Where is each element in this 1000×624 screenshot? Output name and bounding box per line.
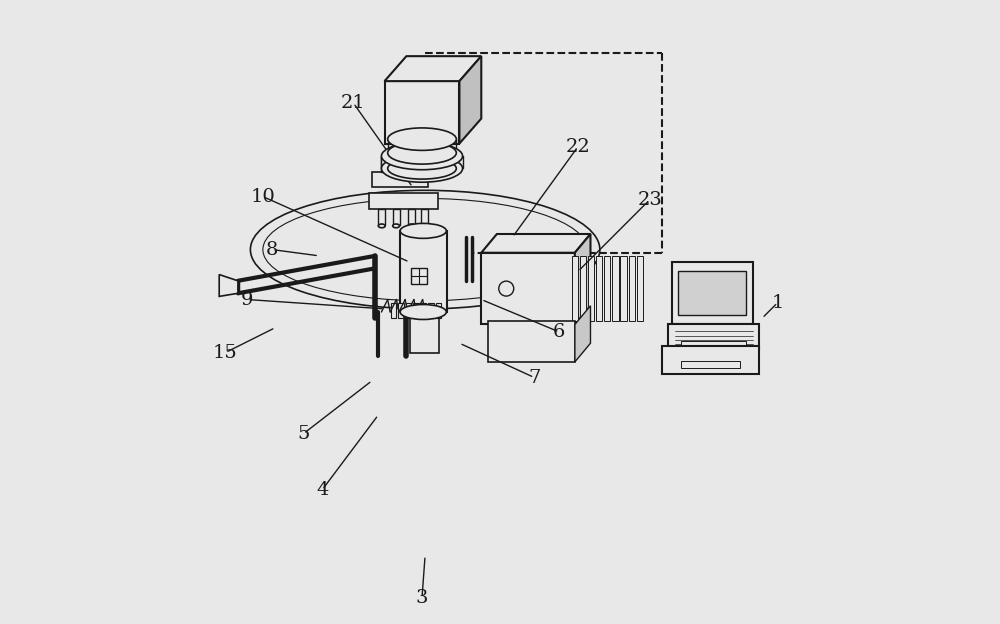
Bar <box>406 303 411 318</box>
Ellipse shape <box>400 223 446 238</box>
Bar <box>413 303 419 318</box>
Bar <box>612 256 619 321</box>
Bar <box>596 256 602 321</box>
Bar <box>436 303 441 318</box>
Text: 10: 10 <box>251 188 275 205</box>
Ellipse shape <box>388 128 456 150</box>
Text: 22: 22 <box>566 138 590 155</box>
Text: 8: 8 <box>266 241 278 258</box>
Polygon shape <box>219 275 238 296</box>
Bar <box>421 209 428 225</box>
Text: 21: 21 <box>341 94 366 112</box>
Bar <box>637 256 643 321</box>
Text: 7: 7 <box>528 369 541 386</box>
Ellipse shape <box>250 190 600 309</box>
Bar <box>668 324 759 349</box>
Bar <box>428 303 434 318</box>
Ellipse shape <box>406 156 414 160</box>
Text: 9: 9 <box>241 291 254 308</box>
Bar <box>393 209 400 225</box>
Text: 23: 23 <box>637 191 662 208</box>
Bar <box>488 321 575 362</box>
Ellipse shape <box>263 198 587 301</box>
Bar <box>381 158 389 172</box>
Bar <box>629 256 635 321</box>
Polygon shape <box>575 306 590 362</box>
Bar <box>421 303 426 318</box>
Bar <box>580 256 586 321</box>
Ellipse shape <box>381 142 463 170</box>
Polygon shape <box>385 56 481 81</box>
Ellipse shape <box>381 156 389 160</box>
Ellipse shape <box>378 224 385 228</box>
Ellipse shape <box>400 305 446 319</box>
Bar <box>378 209 385 225</box>
Bar <box>406 158 414 172</box>
Ellipse shape <box>421 224 428 228</box>
Polygon shape <box>481 234 590 253</box>
Bar <box>672 262 753 324</box>
Text: 5: 5 <box>297 425 310 442</box>
Text: 3: 3 <box>416 589 428 607</box>
Bar <box>408 209 415 225</box>
Bar <box>372 172 428 187</box>
Text: 4: 4 <box>316 481 328 499</box>
Ellipse shape <box>408 224 415 228</box>
Bar <box>662 346 759 374</box>
Bar <box>385 81 459 144</box>
Bar <box>481 253 575 324</box>
Polygon shape <box>575 234 590 324</box>
Text: 1: 1 <box>771 294 784 311</box>
Bar <box>678 271 746 315</box>
Ellipse shape <box>381 155 463 182</box>
Bar <box>681 361 740 368</box>
Bar <box>398 303 404 318</box>
Bar <box>572 256 578 321</box>
Bar <box>391 303 396 318</box>
Ellipse shape <box>393 224 400 228</box>
Polygon shape <box>459 56 481 144</box>
Bar <box>604 256 610 321</box>
Bar <box>681 341 746 346</box>
Bar <box>369 193 438 209</box>
Bar <box>588 256 594 321</box>
Text: 6: 6 <box>553 323 565 341</box>
Bar <box>620 256 627 321</box>
Bar <box>400 231 447 312</box>
Ellipse shape <box>394 156 401 160</box>
Bar <box>394 158 401 172</box>
Ellipse shape <box>388 158 456 179</box>
Bar <box>411 268 427 284</box>
Text: 15: 15 <box>213 344 238 361</box>
Bar <box>410 253 439 353</box>
Ellipse shape <box>388 142 456 164</box>
